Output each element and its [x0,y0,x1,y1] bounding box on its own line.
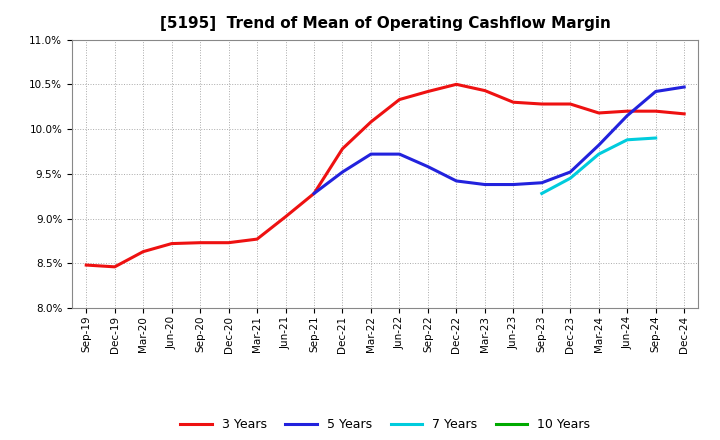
3 Years [623,109,631,114]
3 Years [395,97,404,102]
5 Years [623,113,631,118]
5 Years [452,178,461,183]
7 Years [652,136,660,141]
3 Years [366,119,375,125]
3 Years [452,82,461,87]
5 Years [423,164,432,169]
5 Years [509,182,518,187]
5 Years [480,182,489,187]
5 Years [595,143,603,148]
Line: 3 Years: 3 Years [86,84,684,267]
3 Years [652,109,660,114]
Line: 5 Years: 5 Years [314,87,684,194]
3 Years [509,99,518,105]
3 Years [566,101,575,106]
Line: 7 Years: 7 Years [541,138,656,194]
3 Years [167,241,176,246]
3 Years [282,214,290,220]
3 Years [537,101,546,106]
7 Years [623,137,631,143]
7 Years [537,191,546,196]
3 Years [423,89,432,94]
3 Years [110,264,119,269]
7 Years [595,151,603,157]
5 Years [310,191,318,196]
3 Years [225,240,233,246]
3 Years [139,249,148,254]
7 Years [566,176,575,181]
3 Years [82,262,91,268]
3 Years [196,240,204,246]
3 Years [253,236,261,242]
3 Years [480,88,489,93]
5 Years [366,151,375,157]
3 Years [680,111,688,117]
Title: [5195]  Trend of Mean of Operating Cashflow Margin: [5195] Trend of Mean of Operating Cashfl… [160,16,611,32]
5 Years [566,169,575,175]
3 Years [310,191,318,196]
Legend: 3 Years, 5 Years, 7 Years, 10 Years: 3 Years, 5 Years, 7 Years, 10 Years [176,413,595,436]
5 Years [338,169,347,175]
5 Years [537,180,546,185]
5 Years [680,84,688,90]
5 Years [395,151,404,157]
3 Years [595,110,603,116]
5 Years [652,89,660,94]
3 Years [338,146,347,151]
